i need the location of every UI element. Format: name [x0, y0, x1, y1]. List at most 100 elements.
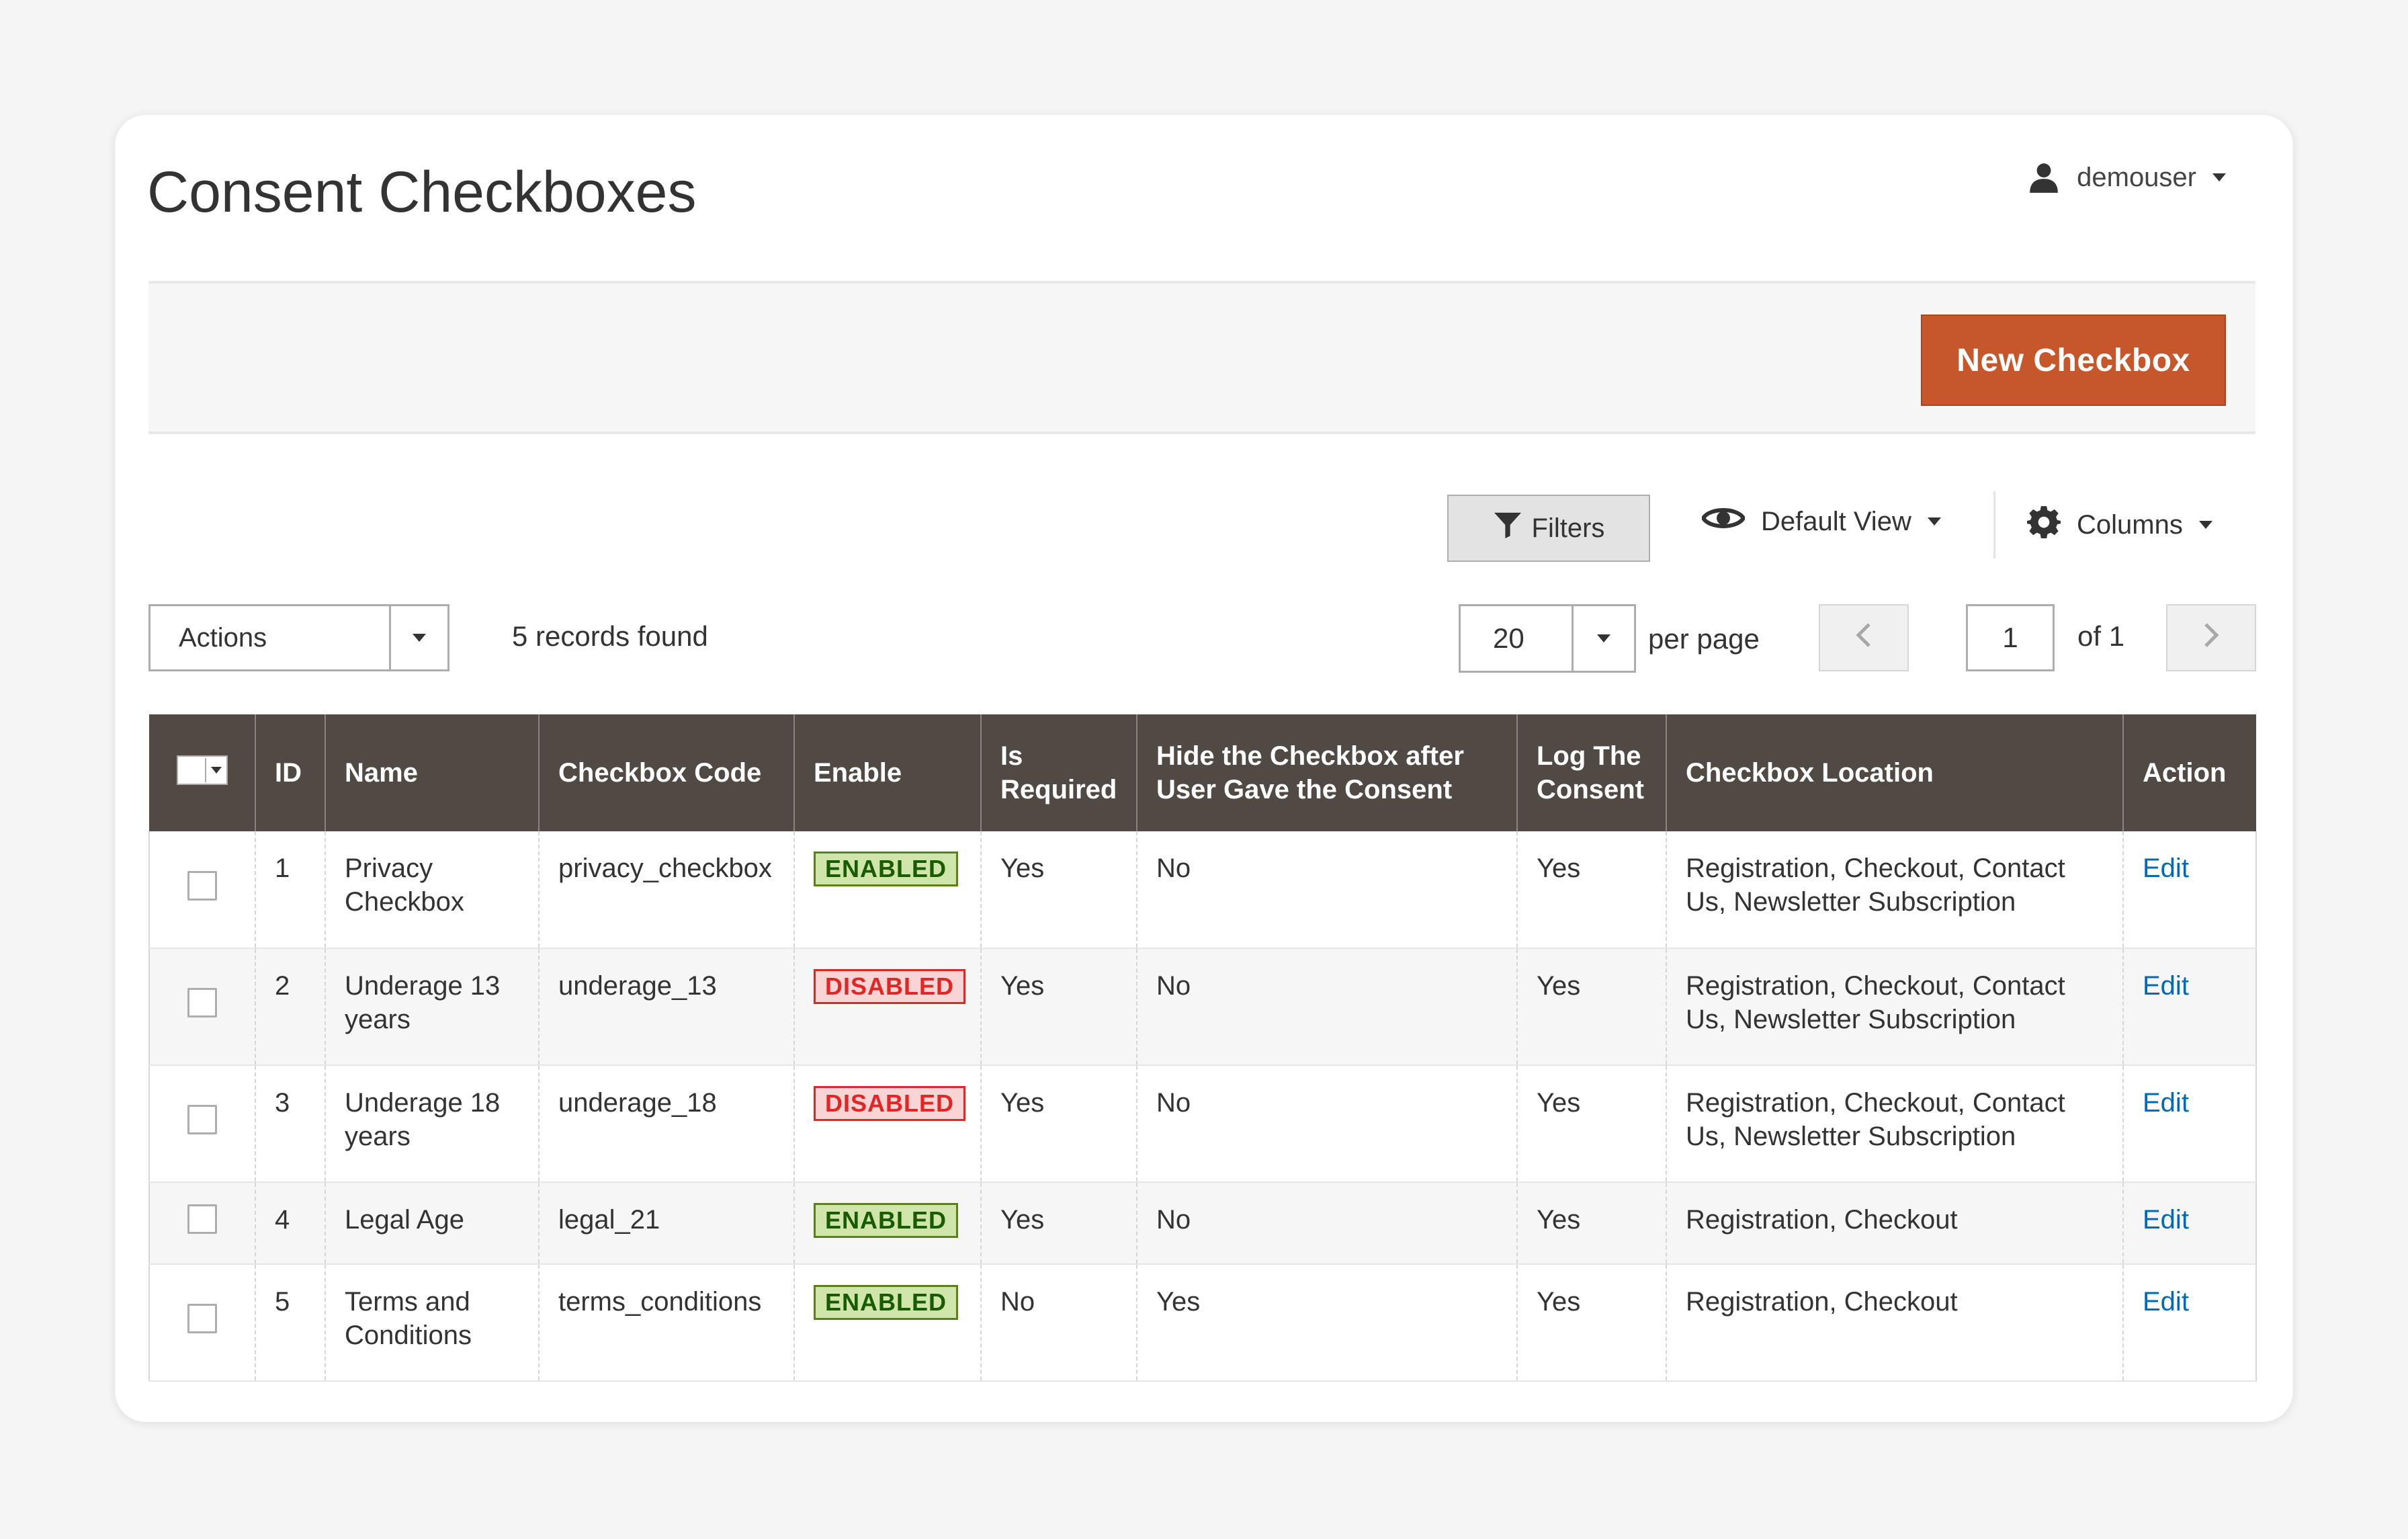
column-header-action: Action [2122, 714, 2256, 831]
cell-action: Edit [2122, 831, 2257, 949]
cell-required: Yes [980, 948, 1137, 1066]
view-label: Default View [1761, 506, 1911, 536]
table-row: 4 Legal Age legal_21 ENABLED Yes No Yes … [148, 1182, 2257, 1265]
chevron-down-icon [2198, 521, 2212, 529]
cell-id: 1 [255, 831, 325, 949]
cell-id: 4 [255, 1182, 325, 1265]
row-checkbox[interactable] [148, 1182, 255, 1265]
cell-code: privacy_checkbox [538, 831, 794, 949]
chevron-down-icon[interactable] [1572, 606, 1634, 671]
toolbar-divider [1993, 491, 1995, 558]
cell-hide: No [1136, 1065, 1517, 1183]
cell-log: Yes [1516, 1264, 1666, 1382]
cell-hide: Yes [1136, 1264, 1517, 1382]
consent-grid: ID Name Checkbox Code Enable Is Required… [148, 714, 2257, 1382]
chevron-right-icon [2203, 620, 2219, 657]
table-row: 5 Terms and Conditions terms_conditions … [148, 1264, 2257, 1382]
cell-location: Registration, Checkout [1666, 1182, 2123, 1265]
columns-label: Columns [2077, 509, 2183, 540]
cell-id: 3 [255, 1065, 325, 1183]
filters-label: Filters [1531, 513, 1605, 543]
cell-name: Underage 18 years [325, 1065, 539, 1183]
cell-hide: No [1136, 948, 1517, 1066]
columns-selector[interactable]: Columns [2027, 505, 2212, 545]
cell-id: 5 [255, 1264, 325, 1382]
cell-location: Registration, Checkout, Contact Us, News… [1666, 831, 2123, 949]
cell-required: Yes [980, 831, 1137, 949]
column-header-enable[interactable]: Enable [793, 714, 981, 831]
total-pages-label: of 1 [2077, 620, 2125, 652]
chevron-down-icon [389, 606, 447, 669]
per-page-label: per page [1648, 623, 1760, 655]
cell-enable: ENABLED [793, 1264, 981, 1382]
select-all-checkbox[interactable] [149, 714, 255, 831]
cell-name: Legal Age [325, 1182, 539, 1265]
edit-link[interactable]: Edit [2143, 1088, 2189, 1118]
cell-log: Yes [1516, 1065, 1666, 1183]
column-header-name[interactable]: Name [325, 714, 539, 831]
per-page-select[interactable]: 20 [1459, 604, 1636, 673]
status-badge: DISABLED [814, 1086, 966, 1121]
cell-location: Registration, Checkout, Contact Us, News… [1666, 948, 2123, 1066]
records-found: 5 records found [512, 620, 708, 652]
cell-code: underage_18 [538, 1065, 794, 1183]
table-row: 2 Underage 13 years underage_13 DISABLED… [148, 948, 2257, 1066]
current-page-input[interactable]: 1 [1966, 604, 2055, 671]
row-checkbox[interactable] [148, 1065, 255, 1183]
filters-button[interactable]: Filters [1447, 495, 1650, 562]
next-page-button[interactable] [2166, 604, 2256, 671]
status-badge: ENABLED [814, 851, 959, 886]
row-checkbox[interactable] [148, 831, 255, 949]
column-header-id[interactable]: ID [255, 714, 325, 831]
cell-hide: No [1136, 1182, 1517, 1265]
user-icon [2027, 161, 2061, 194]
mass-actions-dropdown[interactable]: Actions [148, 604, 449, 671]
table-row: 3 Underage 18 years underage_18 DISABLED… [148, 1065, 2257, 1183]
grid-header-row: ID Name Checkbox Code Enable Is Required… [149, 714, 2256, 831]
chevron-down-icon [2212, 173, 2226, 181]
filter-icon [1493, 511, 1522, 545]
new-checkbox-button[interactable]: New Checkbox [1921, 315, 2226, 406]
cell-name: Underage 13 years [325, 948, 539, 1066]
cell-required: Yes [980, 1065, 1137, 1183]
table-row: 1 Privacy Checkbox privacy_checkbox ENAB… [148, 831, 2257, 949]
cell-location: Registration, Checkout, Contact Us, News… [1666, 1065, 2123, 1183]
edit-link[interactable]: Edit [2143, 1287, 2189, 1317]
cell-action: Edit [2122, 948, 2257, 1066]
column-header-hide[interactable]: Hide the Checkbox after User Gave the Co… [1136, 714, 1517, 831]
cell-required: No [980, 1264, 1137, 1382]
column-header-required[interactable]: Is Required [980, 714, 1137, 831]
edit-link[interactable]: Edit [2143, 1205, 2189, 1235]
cell-code: legal_21 [538, 1182, 794, 1265]
cell-required: Yes [980, 1182, 1137, 1265]
cell-log: Yes [1516, 831, 1666, 949]
column-header-code[interactable]: Checkbox Code [538, 714, 794, 831]
row-checkbox[interactable] [148, 1264, 255, 1382]
per-page-value: 20 [1493, 622, 1524, 654]
cell-id: 2 [255, 948, 325, 1066]
cell-code: underage_13 [538, 948, 794, 1066]
chevron-down-icon [1927, 517, 1941, 526]
cell-enable: DISABLED [793, 1065, 981, 1183]
cell-name: Privacy Checkbox [325, 831, 539, 949]
user-name: demouser [2077, 162, 2196, 192]
user-menu[interactable]: demouser [2027, 161, 2226, 194]
cell-location: Registration, Checkout [1666, 1264, 2123, 1382]
edit-link[interactable]: Edit [2143, 854, 2189, 883]
previous-page-button[interactable] [1819, 604, 1909, 671]
status-badge: DISABLED [814, 969, 966, 1004]
row-checkbox[interactable] [148, 948, 255, 1066]
view-selector[interactable]: Default View [1701, 505, 1941, 538]
cell-log: Yes [1516, 948, 1666, 1066]
status-badge: ENABLED [814, 1285, 959, 1320]
cell-hide: No [1136, 831, 1517, 949]
column-header-location[interactable]: Checkbox Location [1666, 714, 2123, 831]
actions-label: Actions [179, 622, 267, 653]
cell-action: Edit [2122, 1182, 2257, 1265]
edit-link[interactable]: Edit [2143, 971, 2189, 1001]
eye-icon [1701, 505, 1746, 538]
column-header-log[interactable]: Log The Consent [1516, 714, 1666, 831]
page-title: Consent Checkboxes [147, 160, 697, 224]
cell-enable: ENABLED [793, 831, 981, 949]
cell-action: Edit [2122, 1264, 2257, 1382]
